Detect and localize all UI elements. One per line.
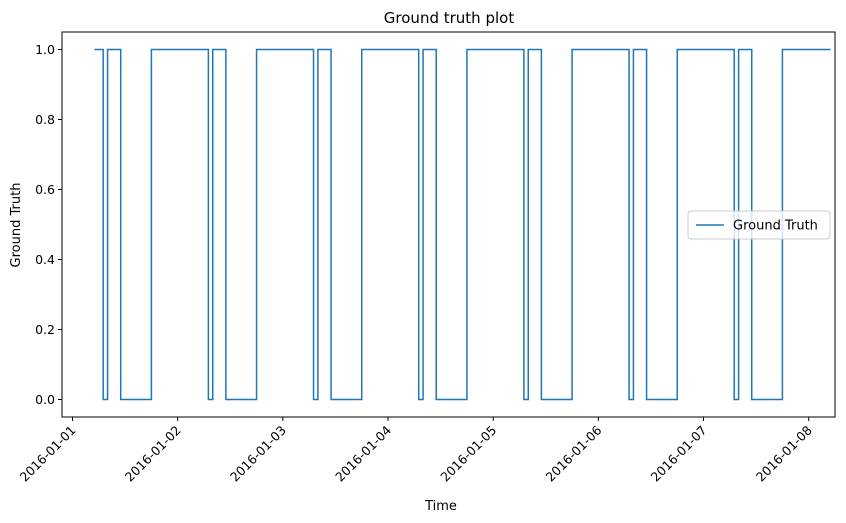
y-tick-label: 0.4 — [35, 252, 55, 267]
x-tick-label: 2016-01-04 — [332, 422, 394, 484]
x-tick-label: 2016-01-07 — [648, 423, 710, 485]
x-tick-label: 2016-01-08 — [753, 422, 815, 484]
y-axis: 0.0 0.2 0.4 0.6 0.8 1.0 — [35, 42, 62, 407]
chart-title: Ground truth plot — [384, 9, 515, 27]
y-tick-label: 0.0 — [35, 392, 55, 407]
x-tick-label: 2016-01-02 — [122, 423, 184, 485]
series-line-0 — [94, 48, 831, 401]
plot-area — [61, 31, 836, 418]
y-tick-label: 0.8 — [35, 112, 55, 127]
x-axis: 2016-01-01 2016-01-02 2016-01-03 2016-01-04… — [17, 417, 815, 484]
y-tick-label: 0.2 — [35, 322, 55, 337]
y-axis-label: Ground Truth — [9, 183, 24, 268]
x-tick-label: 2016-01-03 — [227, 423, 289, 485]
legend-label: Ground Truth — [733, 219, 818, 234]
legend: Ground Truth — [687, 210, 831, 240]
x-tick-label: 2016-01-05 — [437, 423, 499, 485]
y-tick-label: 1.0 — [35, 42, 55, 57]
x-tick-label: 2016-01-06 — [543, 422, 605, 484]
x-tick-label: 2016-01-01 — [17, 423, 79, 485]
plot-frame — [61, 31, 836, 418]
x-axis-label: Time — [424, 499, 457, 514]
y-tick-label: 0.6 — [35, 182, 55, 197]
legend-box — [687, 210, 831, 240]
